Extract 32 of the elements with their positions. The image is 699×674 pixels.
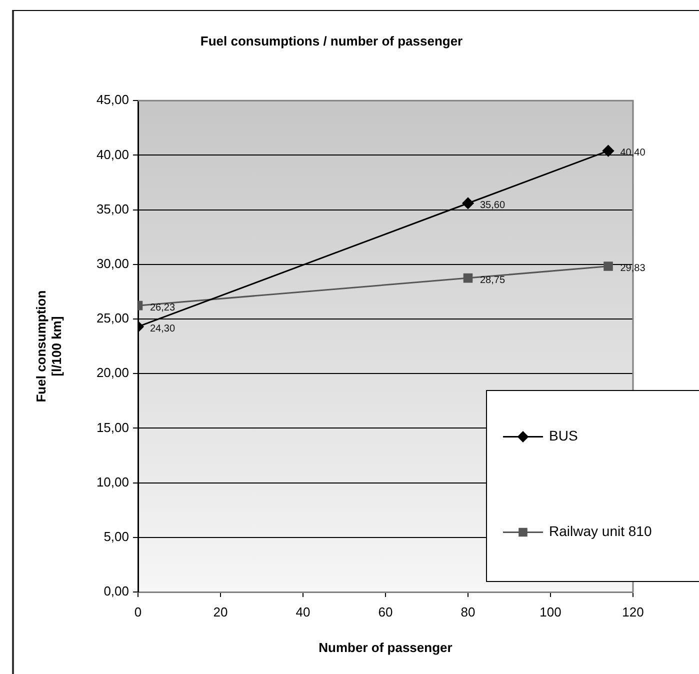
x-tick-label: 100 <box>540 604 562 620</box>
y-tick-label: 40,00 <box>96 146 129 162</box>
y-tick-label: 5,00 <box>104 528 129 544</box>
data-label: 24,30 <box>150 323 176 334</box>
x-tick-label: 120 <box>622 604 644 620</box>
data-label: 26,23 <box>150 302 176 314</box>
x-tick-label: 0 <box>134 604 142 620</box>
y-tick-label: 15,00 <box>96 420 129 435</box>
data-label: 35,60 <box>480 200 506 211</box>
x-tick-label: 60 <box>378 604 393 620</box>
x-axis-title: Number of passenger <box>318 640 452 655</box>
y-tick-label: 10,00 <box>96 474 129 490</box>
chart-title: Fuel consumptions / number of passenger <box>200 33 463 48</box>
y-tick-label: 35,00 <box>96 201 129 216</box>
point <box>463 273 473 283</box>
point <box>602 145 614 157</box>
legend-label: Railway unit 810 <box>549 523 652 540</box>
y-tick-label: 20,00 <box>96 365 129 380</box>
data-label: 28,75 <box>480 274 506 286</box>
y-axis-title: Fuel consumption [l/100 km] <box>33 290 64 402</box>
y-tick-label: 0,00 <box>104 584 129 599</box>
x-tick-label: 40 <box>296 604 310 620</box>
legend-label: BUS <box>549 428 578 444</box>
y-tick-label: 30,00 <box>96 256 129 271</box>
data-label: 40,40 <box>620 148 646 159</box>
x-tick-label: 80 <box>460 604 476 620</box>
point <box>462 198 474 209</box>
x-tick-label: 20 <box>213 604 228 620</box>
y-tick-label: 25,00 <box>96 310 129 326</box>
y-tick-label: 45,00 <box>96 92 129 108</box>
point <box>604 262 613 271</box>
data-label: 29,83 <box>620 263 646 274</box>
